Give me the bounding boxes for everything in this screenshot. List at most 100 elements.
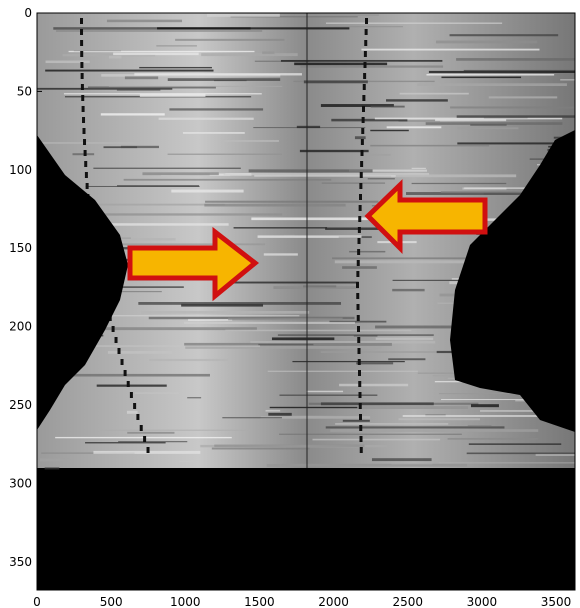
- x-tick-label: 1000: [170, 595, 201, 608]
- streak: [368, 154, 391, 156]
- streak: [78, 213, 283, 215]
- streak: [187, 397, 201, 398]
- dash: [362, 106, 365, 112]
- x-tick-label: 500: [100, 595, 123, 608]
- dash: [359, 183, 362, 189]
- dash: [84, 161, 87, 167]
- dash: [357, 260, 360, 266]
- dash: [357, 304, 360, 310]
- dash: [360, 447, 363, 453]
- streak: [441, 77, 521, 79]
- streak: [268, 371, 418, 372]
- streak: [139, 67, 212, 68]
- dash: [80, 40, 83, 46]
- streak: [212, 448, 310, 450]
- dash: [130, 392, 133, 398]
- streak: [249, 169, 373, 172]
- streak: [429, 71, 575, 73]
- streak: [40, 458, 69, 461]
- streak: [361, 49, 539, 51]
- streak: [73, 153, 95, 155]
- streak: [342, 266, 377, 269]
- dash: [133, 403, 136, 409]
- dash: [83, 128, 86, 134]
- streak: [400, 93, 469, 95]
- streak: [175, 39, 284, 41]
- streak: [464, 70, 575, 71]
- streak: [125, 76, 158, 79]
- streak: [207, 14, 280, 17]
- streak: [45, 467, 60, 469]
- streak: [157, 27, 349, 29]
- streak: [135, 393, 179, 394]
- streak: [339, 384, 408, 387]
- dash: [80, 51, 83, 57]
- dash: [359, 194, 362, 200]
- dash: [115, 337, 118, 343]
- streak: [375, 118, 562, 120]
- streak: [168, 154, 282, 155]
- streak: [391, 174, 516, 177]
- x-tick-label: 3000: [467, 595, 498, 608]
- streak: [326, 23, 502, 24]
- dash: [358, 348, 361, 354]
- streak: [234, 227, 327, 229]
- streak: [448, 438, 539, 440]
- streak: [433, 375, 450, 376]
- streak: [450, 106, 575, 108]
- x-tick-label: 3500: [541, 595, 572, 608]
- dash: [356, 271, 359, 277]
- streak: [225, 330, 411, 332]
- x-tick-label: 2500: [392, 595, 423, 608]
- dash: [359, 392, 362, 398]
- dash: [364, 62, 367, 68]
- streak: [270, 407, 358, 408]
- streak: [101, 113, 165, 115]
- streak: [322, 182, 385, 184]
- dash: [359, 425, 362, 431]
- streak: [138, 302, 341, 305]
- streak: [109, 86, 282, 87]
- streak: [113, 53, 199, 56]
- streak: [464, 187, 528, 188]
- streak: [141, 311, 309, 314]
- streak: [321, 351, 436, 353]
- dash: [112, 326, 115, 332]
- streak: [214, 445, 364, 447]
- streak: [387, 126, 442, 128]
- dash: [118, 348, 121, 354]
- y-tick-label: 50: [17, 84, 32, 98]
- streak: [267, 464, 467, 467]
- streak: [85, 442, 166, 443]
- dash: [365, 18, 368, 24]
- streak: [356, 362, 393, 364]
- dash: [84, 150, 87, 156]
- streak: [426, 74, 554, 76]
- dash: [358, 370, 361, 376]
- dash: [80, 29, 83, 35]
- streak: [489, 96, 557, 98]
- streak: [295, 14, 379, 15]
- dash: [124, 370, 127, 376]
- dash: [362, 117, 365, 123]
- streak: [171, 190, 243, 193]
- streak: [204, 204, 345, 207]
- streak: [107, 20, 182, 23]
- dash: [80, 18, 83, 24]
- dash: [357, 249, 360, 255]
- streak: [370, 130, 409, 131]
- streak: [142, 172, 218, 175]
- dash: [147, 447, 150, 453]
- streak: [343, 420, 370, 422]
- streak: [456, 58, 575, 61]
- streak: [258, 344, 313, 345]
- streak: [471, 404, 499, 407]
- dash: [363, 84, 366, 90]
- streak: [268, 413, 291, 416]
- streak: [56, 30, 262, 32]
- streak: [100, 430, 252, 431]
- streak: [45, 70, 213, 72]
- dash: [140, 425, 143, 431]
- streak: [436, 41, 537, 44]
- streak: [388, 358, 425, 360]
